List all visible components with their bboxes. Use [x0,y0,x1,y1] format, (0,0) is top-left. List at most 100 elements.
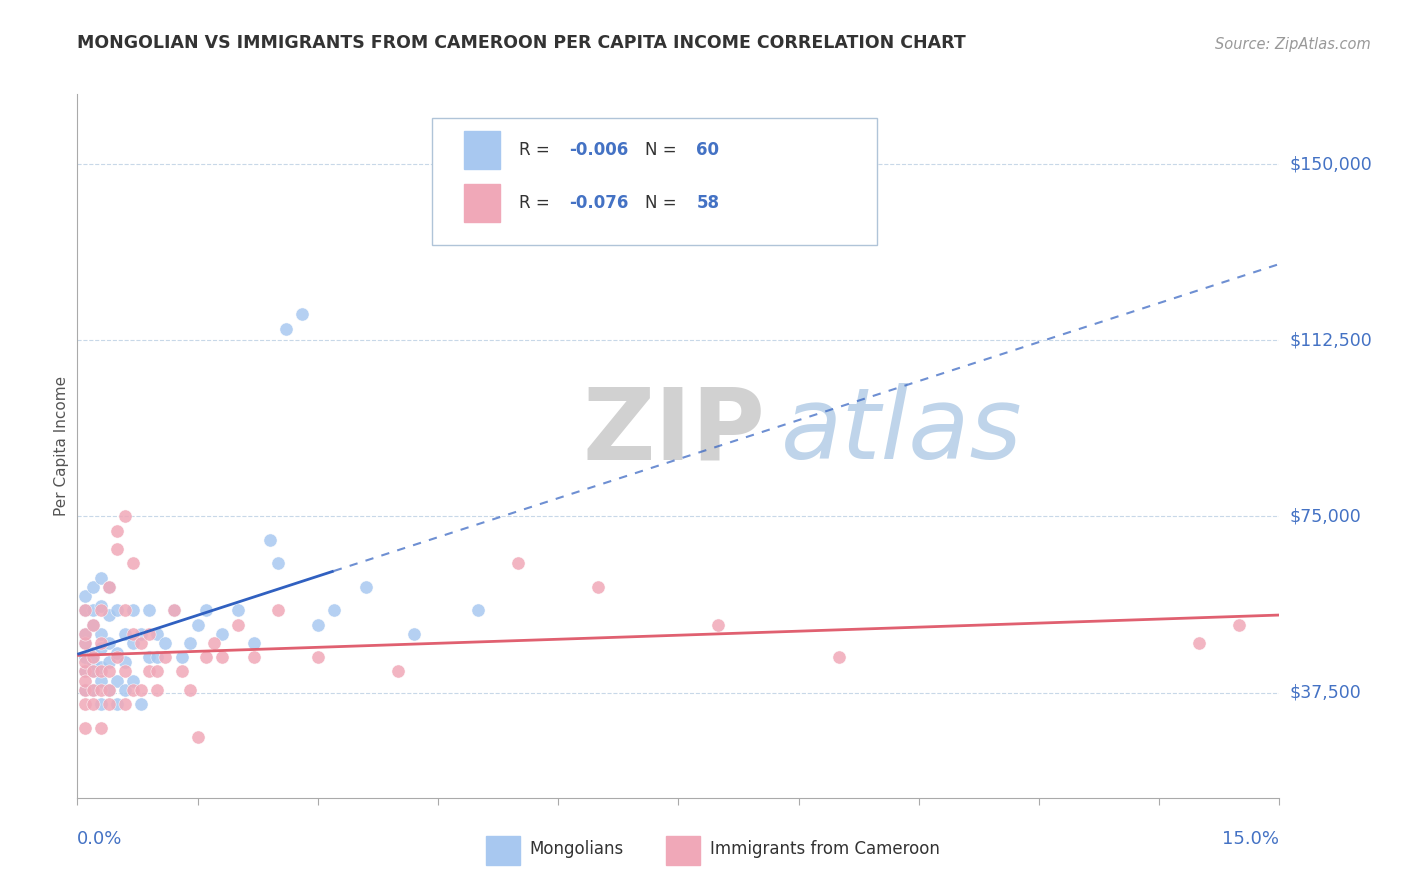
FancyBboxPatch shape [666,837,700,864]
Point [75,683,97,698]
Point [107,603,129,617]
Point [122,627,145,641]
Point [90,683,112,698]
Point [131,627,153,641]
Point [138,665,160,679]
Text: atlas: atlas [780,384,1022,481]
Point [114,627,136,641]
Point [211,627,233,641]
Text: Mongolians: Mongolians [529,840,624,858]
Point [90,665,112,679]
Text: $150,000: $150,000 [1289,155,1372,173]
Point [1229,617,1251,632]
Point [155,650,177,665]
Point [82,683,104,698]
Point [146,665,169,679]
Point [114,509,136,524]
Point [82,655,104,669]
Point [90,660,112,674]
Text: N =: N = [645,141,682,159]
Point [90,721,112,735]
Point [122,683,145,698]
Point [75,650,97,665]
Point [155,636,177,650]
Point [131,683,153,698]
FancyBboxPatch shape [464,184,501,222]
Point [354,580,377,594]
Point [98,636,121,650]
Point [82,650,104,665]
Point [122,603,145,617]
Point [211,650,233,665]
Point [82,617,104,632]
Point [75,627,97,641]
Text: 58: 58 [696,194,720,212]
Point [259,533,281,547]
Text: ZIP: ZIP [582,384,765,481]
Point [75,698,97,712]
Point [307,617,329,632]
Point [114,665,136,679]
Point [82,603,104,617]
Point [75,655,97,669]
Point [90,570,112,584]
Point [75,636,97,650]
Point [179,636,201,650]
Point [122,557,145,571]
Point [131,636,153,650]
Point [194,650,217,665]
Point [242,636,264,650]
Point [82,698,104,712]
Point [274,321,297,335]
Point [467,603,489,617]
Text: Immigrants from Cameroon: Immigrants from Cameroon [710,840,939,858]
FancyBboxPatch shape [432,119,877,245]
Text: MONGOLIAN VS IMMIGRANTS FROM CAMEROON PER CAPITA INCOME CORRELATION CHART: MONGOLIAN VS IMMIGRANTS FROM CAMEROON PE… [77,34,966,52]
Point [162,603,184,617]
Text: 15.0%: 15.0% [1222,830,1279,848]
Point [179,683,201,698]
Point [98,608,121,623]
Point [402,627,425,641]
Point [122,673,145,688]
Point [508,557,530,571]
Point [90,698,112,712]
Text: 0.0%: 0.0% [77,830,122,848]
Point [75,603,97,617]
Point [107,673,129,688]
Point [90,636,112,650]
Point [98,580,121,594]
Point [146,627,169,641]
Point [82,665,104,679]
Point [114,603,136,617]
Text: R =: R = [519,141,554,159]
Point [114,683,136,698]
Point [90,640,112,655]
Point [75,721,97,735]
Point [75,683,97,698]
Point [387,665,409,679]
Point [75,590,97,604]
Point [1188,636,1211,650]
Point [194,603,217,617]
Point [82,646,104,660]
Point [98,698,121,712]
Point [267,603,290,617]
Point [75,627,97,641]
Point [226,617,249,632]
FancyBboxPatch shape [464,130,501,169]
Point [186,731,209,745]
Point [90,673,112,688]
Point [98,683,121,698]
Point [170,665,193,679]
Point [291,308,314,322]
Point [146,650,169,665]
Point [186,617,209,632]
Point [98,683,121,698]
Point [107,698,129,712]
Point [162,603,184,617]
Point [131,698,153,712]
Point [828,650,851,665]
Point [75,673,97,688]
Point [202,636,225,650]
